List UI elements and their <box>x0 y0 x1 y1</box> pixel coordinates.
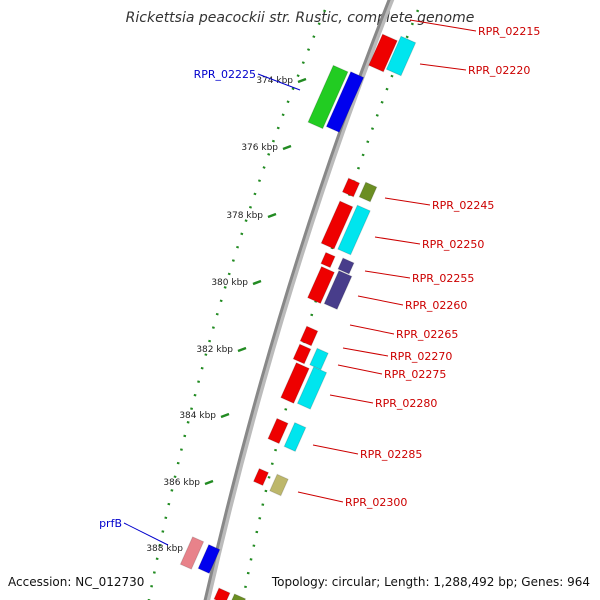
gene-label: RPR_02250 <box>422 238 484 251</box>
gene-label: RPR_02260 <box>405 299 467 312</box>
gene-block <box>280 362 310 404</box>
leader-line <box>342 347 389 357</box>
leader-line <box>257 73 301 91</box>
gene-label: RPR_02280 <box>375 397 437 410</box>
gene-label: RPR_02285 <box>360 448 422 461</box>
leader-line <box>419 63 467 71</box>
gene-block <box>320 200 354 250</box>
gene-label: RPR_02255 <box>412 272 474 285</box>
gene-block <box>307 265 335 305</box>
tick-mark <box>204 479 214 486</box>
gene-label: RPR_02225 <box>194 68 256 81</box>
gene-block <box>358 181 378 203</box>
gene-block <box>296 366 328 410</box>
gene-block <box>323 270 353 310</box>
gene-block <box>197 544 221 574</box>
tick-label: 380 kbp <box>211 278 248 288</box>
tick-label: 374 kbp <box>256 76 293 86</box>
gene-block <box>337 204 371 256</box>
tick-mark <box>267 212 277 219</box>
leader-line <box>384 197 431 206</box>
leader-line <box>297 491 344 503</box>
gene-block <box>368 33 398 73</box>
backbone-shadow <box>204 0 395 600</box>
gene-block <box>179 536 205 570</box>
tick-mark <box>220 412 230 419</box>
leader-line <box>364 270 411 279</box>
leader-line <box>357 295 404 306</box>
gene-block <box>269 473 289 497</box>
tick-mark <box>297 77 307 84</box>
gene-block <box>309 347 329 371</box>
gene-label: prfB <box>99 517 122 530</box>
leader-line <box>349 324 395 335</box>
gene-block <box>213 587 231 600</box>
gene-block <box>299 325 319 347</box>
gene-label: RPR_02270 <box>390 350 452 363</box>
outer-dotted-track <box>147 9 327 600</box>
tick-label: 378 kbp <box>226 211 263 221</box>
summary-text: Topology: circular; Length: 1,288,492 bp… <box>271 575 590 589</box>
tick-label: 376 kbp <box>241 143 278 153</box>
tick-label: 386 kbp <box>163 478 200 488</box>
tick-label: 384 kbp <box>179 411 216 421</box>
gene-label: RPR_02265 <box>396 328 458 341</box>
tick-mark <box>252 279 262 286</box>
gene-label: RPR_02300 <box>345 496 407 509</box>
gene-block <box>337 257 355 275</box>
gene-block <box>292 343 312 365</box>
gene-block <box>385 35 417 77</box>
gene-block <box>252 467 270 487</box>
leader-line <box>329 394 374 404</box>
leader-line <box>409 19 477 32</box>
gene-label: RPR_02215 <box>478 25 540 38</box>
leader-line <box>123 522 169 546</box>
gene-block <box>267 417 289 445</box>
leader-line <box>374 236 421 245</box>
leader-line <box>312 444 359 455</box>
gene-label: RPR_02245 <box>432 199 494 212</box>
gene-block <box>283 422 307 452</box>
tick-label: 388 kbp <box>146 544 183 554</box>
gene-block <box>307 64 349 130</box>
accession-text: Accession: NC_012730 <box>8 575 145 589</box>
gene-label: RPR_02275 <box>384 368 446 381</box>
backbone <box>203 0 391 600</box>
gene-block <box>341 177 361 198</box>
tick-label: 382 kbp <box>196 345 233 355</box>
tick-mark <box>237 346 247 353</box>
tick-mark <box>282 144 292 151</box>
gene-block <box>229 593 247 600</box>
gene-block <box>320 251 336 269</box>
gene-block <box>325 71 365 133</box>
gene-label: RPR_02220 <box>468 64 530 77</box>
leader-line <box>337 364 383 375</box>
